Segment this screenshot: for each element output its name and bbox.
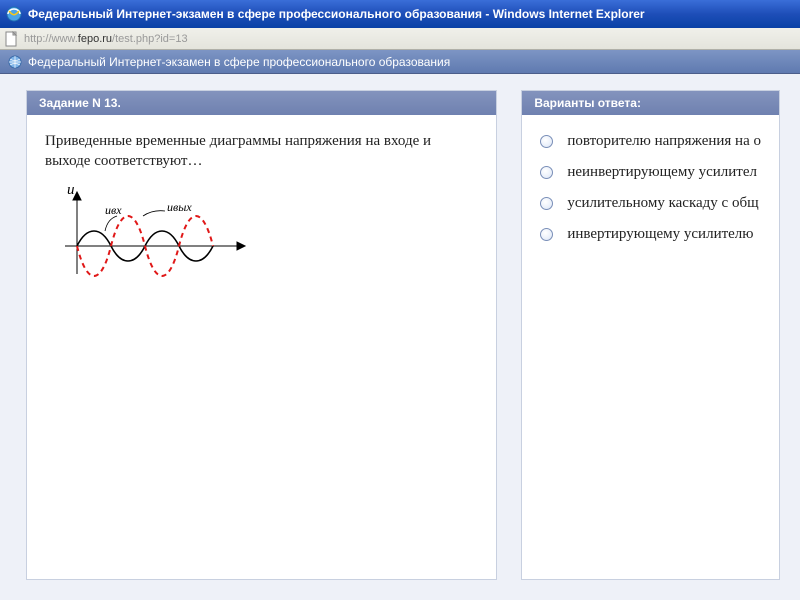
- radio-icon[interactable]: [540, 197, 553, 210]
- address-bar[interactable]: http://www.fepo.ru/test.php?id=13: [0, 28, 800, 50]
- question-panel-header: Задание N 13.: [27, 91, 496, 115]
- answers-panel-header: Варианты ответа:: [522, 91, 779, 115]
- answer-option[interactable]: усилительному каскаду с общ: [540, 195, 761, 212]
- answer-option[interactable]: неинвертирующему усилител: [540, 164, 761, 181]
- answers-panel-body: повторителю напряжения на о неинвертирую…: [522, 115, 779, 259]
- leader-output: [143, 210, 165, 215]
- page-header-title: Федеральный Интернет-экзамен в сфере про…: [28, 55, 450, 69]
- question-text: Приведенные временные диаграммы напряжен…: [45, 131, 478, 172]
- question-panel: Задание N 13. Приведенные временные диаг…: [26, 90, 497, 580]
- url-path: /test.php?id=13: [112, 33, 188, 45]
- answer-label: усилительному каскаду с общ: [567, 195, 758, 212]
- voltage-diagram: u uвх uвых: [45, 178, 255, 308]
- ie-icon: [6, 6, 22, 22]
- answer-label: неинвертирующему усилител: [567, 164, 757, 181]
- question-panel-body: Приведенные временные диаграммы напряжен…: [27, 115, 496, 327]
- page-icon: [4, 31, 20, 47]
- url-host: fepo.ru: [78, 33, 112, 45]
- answer-option[interactable]: повторителю напряжения на о: [540, 133, 761, 150]
- url-text: http://www.fepo.ru/test.php?id=13: [24, 33, 796, 45]
- answer-option[interactable]: инвертирующему усилителю: [540, 226, 761, 243]
- radio-icon[interactable]: [540, 228, 553, 241]
- answers-panel: Варианты ответа: повторителю напряжения …: [521, 90, 780, 580]
- answer-label: повторителю напряжения на о: [567, 133, 761, 150]
- radio-icon[interactable]: [540, 166, 553, 179]
- window-title: Федеральный Интернет-экзамен в сфере про…: [28, 7, 645, 21]
- label-input: uвх: [105, 203, 122, 217]
- radio-icon[interactable]: [540, 135, 553, 148]
- window-titlebar: Федеральный Интернет-экзамен в сфере про…: [0, 0, 800, 28]
- globe-icon: [8, 55, 22, 69]
- answers-list: повторителю напряжения на о неинвертирую…: [540, 133, 761, 243]
- content-area: Задание N 13. Приведенные временные диаг…: [0, 74, 800, 600]
- page-header: Федеральный Интернет-экзамен в сфере про…: [0, 50, 800, 74]
- leader-input: [105, 216, 117, 231]
- answer-label: инвертирующему усилителю: [567, 226, 753, 243]
- label-output: uвых: [167, 200, 192, 214]
- axis-label-y: u: [67, 182, 75, 198]
- url-prefix: http://www.: [24, 33, 78, 45]
